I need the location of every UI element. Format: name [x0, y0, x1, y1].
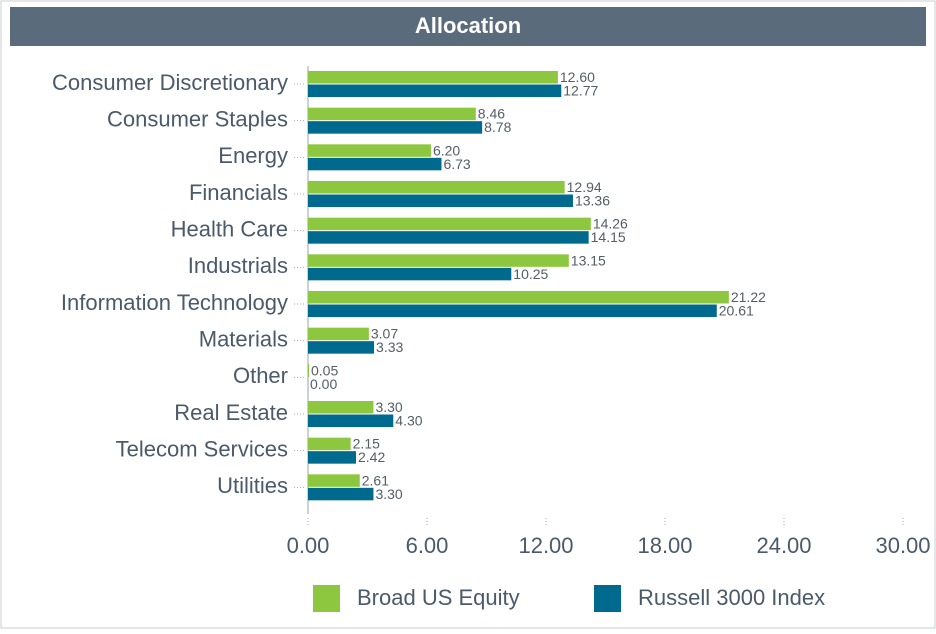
- data-label: 6.73: [443, 156, 470, 172]
- bar: [308, 474, 360, 487]
- y-tick-label: Industrials: [188, 253, 288, 278]
- legend-swatch: [313, 585, 340, 612]
- y-tick-label: Consumer Discretionary: [52, 70, 288, 95]
- bar: [308, 328, 369, 341]
- bar: [308, 451, 356, 464]
- bar: [308, 218, 591, 231]
- bar: [308, 158, 441, 171]
- x-tick-label: 30.00: [875, 533, 930, 558]
- data-label: 13.15: [571, 252, 606, 268]
- data-label: 10.25: [513, 266, 548, 282]
- data-label: 8.78: [484, 119, 511, 135]
- data-label: 20.61: [719, 302, 754, 318]
- y-tick-label: Health Care: [171, 216, 288, 241]
- data-label: 12.77: [563, 82, 598, 98]
- y-tick-label: Utilities: [217, 473, 288, 498]
- data-label: 14.15: [591, 229, 626, 245]
- bar: [308, 195, 573, 208]
- bar: [308, 438, 351, 451]
- data-label: 3.33: [376, 339, 403, 355]
- data-label: 13.36: [575, 192, 610, 208]
- bar: [308, 108, 476, 121]
- legend-swatch: [594, 585, 621, 612]
- bar: [308, 231, 589, 244]
- y-tick-label: Telecom Services: [116, 436, 288, 461]
- bar: [308, 85, 561, 98]
- x-tick-label: 12.00: [518, 533, 573, 558]
- x-tick-label: 6.00: [406, 533, 449, 558]
- data-label: 2.42: [358, 449, 385, 465]
- x-tick-label: 0.00: [287, 533, 330, 558]
- y-tick-label: Real Estate: [174, 400, 288, 425]
- y-tick-label: Energy: [218, 143, 288, 168]
- bar: [308, 488, 373, 501]
- y-tick-label: Materials: [199, 326, 288, 351]
- data-label: 4.30: [395, 412, 422, 428]
- bar: [308, 415, 393, 428]
- x-tick-label: 18.00: [637, 533, 692, 558]
- data-label: 0.00: [310, 376, 337, 392]
- bar: [308, 181, 565, 194]
- bar: [308, 364, 309, 377]
- y-tick-label: Other: [233, 363, 288, 388]
- bar: [308, 71, 558, 84]
- chart-title: Allocation: [415, 13, 521, 38]
- y-tick-label: Consumer Staples: [107, 106, 288, 131]
- bar: [308, 121, 482, 133]
- data-label: 3.30: [375, 486, 402, 502]
- bar: [308, 401, 373, 414]
- bar: [308, 305, 717, 318]
- legend-label: Broad US Equity: [357, 585, 520, 610]
- bar: [308, 341, 374, 354]
- bar: [308, 144, 431, 157]
- bar: [308, 291, 729, 304]
- y-tick-label: Information Technology: [61, 290, 288, 315]
- legend-label: Russell 3000 Index: [638, 585, 825, 610]
- bar: [308, 268, 511, 281]
- y-tick-label: Financials: [189, 180, 288, 205]
- x-tick-label: 24.00: [756, 533, 811, 558]
